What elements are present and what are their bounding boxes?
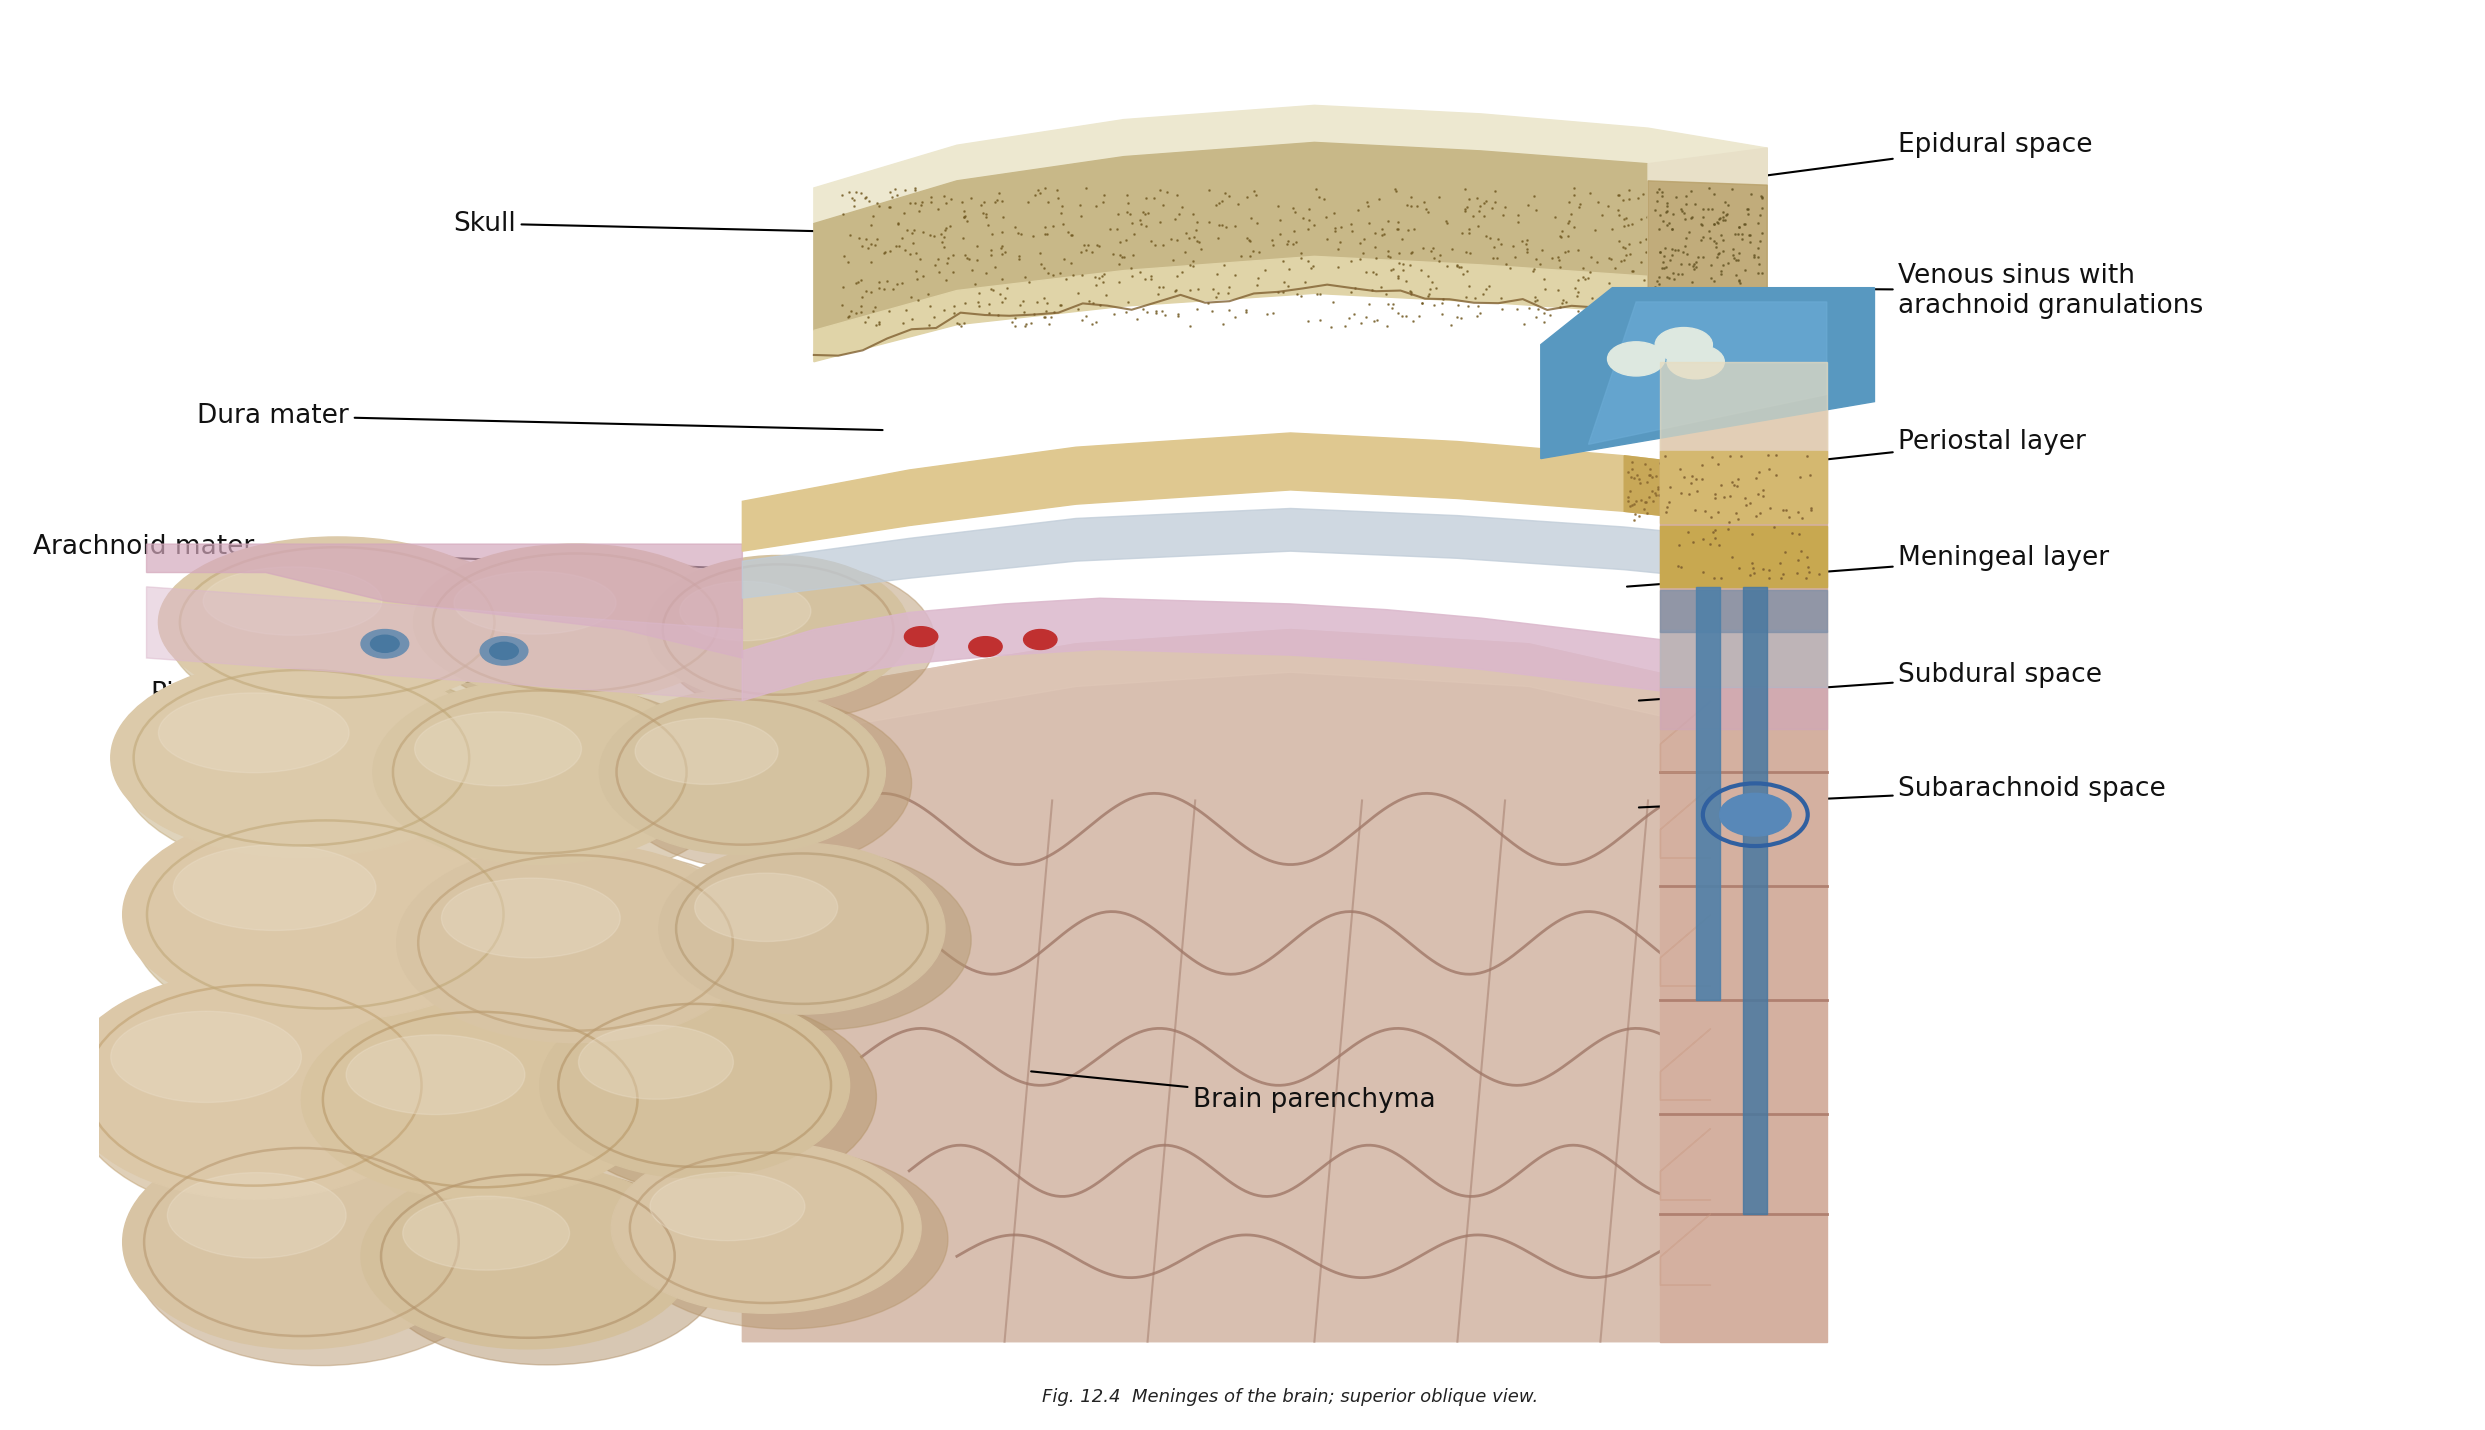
Ellipse shape	[611, 696, 912, 869]
Ellipse shape	[611, 1143, 922, 1313]
Text: Meningeal layer: Meningeal layer	[1628, 545, 2110, 586]
Circle shape	[480, 636, 527, 665]
Ellipse shape	[174, 845, 375, 931]
Ellipse shape	[442, 878, 621, 958]
Text: Pia mater: Pia mater	[152, 665, 800, 706]
Ellipse shape	[696, 874, 837, 941]
Polygon shape	[815, 106, 1767, 223]
Polygon shape	[743, 629, 1814, 1341]
Polygon shape	[815, 143, 1767, 330]
Circle shape	[1608, 342, 1665, 376]
Ellipse shape	[112, 1011, 301, 1103]
Polygon shape	[743, 598, 1767, 708]
Polygon shape	[743, 433, 1767, 551]
Polygon shape	[147, 543, 743, 658]
Ellipse shape	[552, 1000, 877, 1194]
Circle shape	[1655, 327, 1712, 362]
Polygon shape	[1660, 629, 1826, 686]
Circle shape	[490, 642, 519, 659]
Ellipse shape	[383, 686, 733, 881]
Polygon shape	[147, 586, 743, 701]
Polygon shape	[1660, 686, 1826, 729]
Ellipse shape	[373, 1171, 723, 1364]
Polygon shape	[815, 256, 1767, 362]
Polygon shape	[1660, 589, 1826, 632]
Text: Subarachnoid space: Subarachnoid space	[1640, 776, 2167, 808]
Ellipse shape	[373, 679, 706, 865]
Ellipse shape	[413, 543, 738, 701]
Ellipse shape	[659, 844, 944, 1014]
Ellipse shape	[425, 552, 765, 716]
Ellipse shape	[311, 1007, 686, 1216]
Ellipse shape	[72, 977, 472, 1217]
Ellipse shape	[624, 1150, 947, 1328]
Ellipse shape	[122, 1135, 480, 1348]
Polygon shape	[1648, 296, 1767, 362]
Polygon shape	[1744, 586, 1767, 1214]
Polygon shape	[1648, 149, 1767, 362]
Ellipse shape	[539, 992, 850, 1178]
Ellipse shape	[132, 1141, 509, 1366]
Polygon shape	[1660, 452, 1826, 523]
Ellipse shape	[398, 844, 755, 1042]
Text: Venous sinus with
arachnoid granulations: Venous sinus with arachnoid granulations	[1650, 263, 2204, 319]
Ellipse shape	[403, 1195, 569, 1270]
Polygon shape	[1648, 180, 1767, 325]
Circle shape	[360, 629, 408, 658]
Ellipse shape	[301, 1000, 659, 1200]
Circle shape	[370, 635, 400, 652]
Text: Epidural space: Epidural space	[1675, 132, 2092, 187]
Ellipse shape	[599, 689, 885, 855]
Text: Subdural space: Subdural space	[1640, 662, 2102, 701]
Ellipse shape	[415, 712, 581, 786]
Ellipse shape	[159, 694, 348, 772]
Ellipse shape	[636, 718, 778, 785]
Ellipse shape	[166, 1173, 345, 1258]
Polygon shape	[1660, 359, 1826, 1341]
Ellipse shape	[119, 665, 522, 874]
Ellipse shape	[360, 1164, 696, 1348]
Ellipse shape	[132, 814, 557, 1038]
Ellipse shape	[659, 563, 934, 719]
Polygon shape	[1695, 586, 1720, 1000]
Text: Skull: Skull	[452, 210, 919, 236]
Polygon shape	[743, 509, 1767, 598]
Text: Brain parenchyma: Brain parenchyma	[1031, 1071, 1436, 1113]
Circle shape	[1024, 629, 1056, 649]
Ellipse shape	[455, 572, 616, 633]
Ellipse shape	[159, 536, 517, 708]
Circle shape	[1720, 794, 1792, 837]
Circle shape	[905, 626, 937, 646]
Text: Periostal layer: Periostal layer	[1640, 429, 2087, 479]
Polygon shape	[1660, 362, 1826, 452]
Ellipse shape	[408, 849, 783, 1060]
Polygon shape	[1588, 302, 1826, 445]
Ellipse shape	[671, 851, 972, 1030]
Ellipse shape	[345, 1035, 524, 1114]
Polygon shape	[1660, 526, 1826, 586]
Ellipse shape	[62, 971, 445, 1200]
Polygon shape	[1625, 456, 1767, 528]
Ellipse shape	[651, 1173, 805, 1241]
Text: Arachnoid mater: Arachnoid mater	[32, 533, 847, 572]
Polygon shape	[1541, 287, 1874, 459]
Circle shape	[1667, 345, 1725, 379]
Circle shape	[969, 636, 1001, 656]
Polygon shape	[743, 629, 1814, 772]
Ellipse shape	[169, 543, 544, 724]
Ellipse shape	[204, 566, 383, 635]
Ellipse shape	[681, 582, 810, 641]
Ellipse shape	[646, 555, 910, 704]
Ellipse shape	[122, 808, 527, 1021]
Ellipse shape	[579, 1025, 733, 1100]
Text: Fig. 12.4  Meninges of the brain; superior oblique view.: Fig. 12.4 Meninges of the brain; superio…	[1041, 1389, 1538, 1406]
Text: Dura mater: Dura mater	[196, 403, 882, 430]
Ellipse shape	[112, 658, 492, 858]
